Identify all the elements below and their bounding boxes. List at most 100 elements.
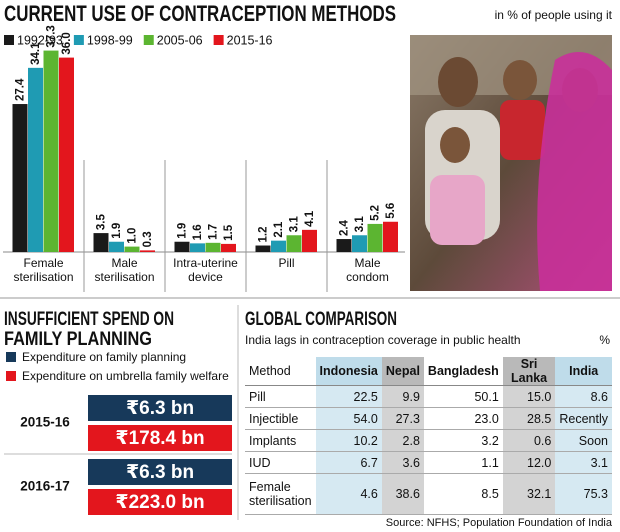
table-cell: 9.9 — [381, 385, 424, 408]
value-label: 36.0 — [61, 32, 73, 54]
value-label: 5.6 — [385, 203, 397, 219]
comparison-unit: % — [599, 333, 610, 347]
spend-title: FAMILY PLANNING — [4, 329, 152, 350]
legend-label: 2005-06 — [157, 33, 203, 47]
bar — [93, 233, 109, 252]
bar — [302, 229, 317, 252]
header-row: Method Indonesia Nepal Bangladesh Sri Lanka I… — [245, 357, 612, 386]
row-header: Implants — [245, 429, 316, 452]
year-label: 2015-16 — [20, 415, 70, 430]
value-label: 2.1 — [273, 221, 285, 238]
legend-swatch — [6, 371, 16, 381]
table-cell: 3.1 — [555, 451, 612, 474]
bar — [28, 67, 43, 252]
bar — [352, 235, 367, 252]
value-label: 1.5 — [223, 224, 235, 241]
bar — [336, 239, 352, 252]
table-cell: 10.2 — [315, 429, 382, 452]
table-cell: 32.1 — [502, 473, 556, 515]
chart-title: CURRENT USE OF CONTRACEPTION METHODS — [4, 1, 396, 26]
table-cell: Soon — [555, 429, 612, 452]
legend-swatch — [143, 35, 154, 45]
bar — [174, 241, 190, 252]
bar — [367, 223, 383, 252]
value-label: 1.9 — [111, 223, 123, 239]
table-row: Female sterilisation 4.6 38.6 8.5 32.1 75.3 — [245, 473, 612, 515]
category-label-box: Pill — [278, 256, 295, 270]
spend-box — [88, 395, 232, 421]
category-label-box: Male sterilisation — [94, 256, 155, 284]
bar — [140, 250, 155, 252]
x-tick-label: Male condom — [346, 256, 389, 284]
legend-label: Expenditure on umbrella family welfare — [22, 369, 229, 383]
table-row: Pill 22.5 9.9 50.1 15.0 8.6 — [245, 385, 612, 408]
bar — [12, 104, 28, 252]
table-cell: 27.3 — [381, 407, 424, 430]
row-header: Injectible — [245, 407, 316, 430]
bar — [190, 243, 205, 252]
table-cell: 4.6 — [315, 473, 382, 515]
table-cell: 1.1 — [423, 451, 503, 474]
table-cell: 50.1 — [423, 385, 503, 408]
value-label: 0.3 — [142, 231, 154, 247]
value-label: 2.4 — [338, 219, 350, 236]
chart-subtitle: in % of people using it — [495, 8, 613, 22]
x-tick-label: Pill — [278, 256, 295, 270]
row-header: Female sterilisation — [245, 473, 316, 515]
bar — [286, 235, 302, 252]
table-cell: 8.5 — [423, 473, 503, 515]
table-cell: 6.7 — [315, 451, 382, 474]
table-cell: 75.3 — [555, 473, 612, 515]
bar — [124, 246, 140, 252]
legend-label: 1992-93 — [17, 33, 63, 47]
table-cell: 8.6 — [555, 385, 612, 408]
comparison-subtitle: India lags in contraception coverage in … — [245, 333, 521, 347]
legend-swatch — [213, 35, 224, 45]
value-label: 3.1 — [288, 216, 300, 233]
category-label-box: Intra-uterine device — [173, 256, 238, 284]
x-tick-label: Female sterilisation — [13, 256, 74, 284]
value-label: 3.1 — [354, 216, 366, 233]
value-label: 4.1 — [304, 210, 316, 227]
spend-box — [88, 459, 232, 485]
legend-label: 1998-99 — [87, 33, 133, 47]
value-label: 1.2 — [257, 227, 269, 243]
value-label: 3.5 — [95, 214, 107, 231]
spend-value: ₹223.0 bn — [115, 492, 204, 513]
column-header: Sri Lanka — [502, 357, 556, 386]
table-cell: 3.6 — [381, 451, 424, 474]
x-tick-label: Male sterilisation — [94, 256, 155, 284]
table-cell: Recently — [555, 407, 612, 430]
table-cell: 12.0 — [502, 451, 556, 474]
value-label: 27.4 — [14, 78, 26, 101]
legend-label: Expenditure on family planning — [22, 350, 186, 364]
table-cell: 38.6 — [381, 473, 424, 515]
legend-swatch — [4, 35, 14, 45]
spend-title: INSUFFICIENT SPEND ON — [4, 309, 174, 330]
spend-box — [88, 489, 232, 515]
table-cell: 23.0 — [423, 407, 503, 430]
value-label: 5.2 — [369, 205, 381, 221]
spend-value: ₹6.3 bn — [126, 398, 194, 419]
bar — [59, 57, 74, 252]
table-cell: 0.6 — [502, 429, 556, 452]
x-tick-label: Intra-uterine device — [173, 256, 238, 284]
row-header: Pill — [245, 385, 316, 408]
spend-box — [88, 425, 232, 451]
table-cell: 3.2 — [423, 429, 503, 452]
value-label: 1.6 — [192, 224, 204, 240]
table-cell: 54.0 — [315, 407, 382, 430]
table-row: Implants 10.2 2.8 3.2 0.6 Soon — [245, 429, 612, 452]
column-header: Method — [245, 357, 316, 386]
bar — [383, 221, 398, 252]
table-cell: 15.0 — [502, 385, 556, 408]
category-label-box: Female sterilisation — [13, 256, 74, 284]
bar — [205, 242, 221, 252]
comparison-table: Method Indonesia Nepal Bangladesh Sri Lanka I… — [245, 357, 612, 515]
column-header: India — [555, 357, 612, 386]
comparison-title: GLOBAL COMPARISON — [245, 309, 397, 330]
bar — [255, 245, 271, 252]
legend-swatch — [6, 352, 16, 362]
